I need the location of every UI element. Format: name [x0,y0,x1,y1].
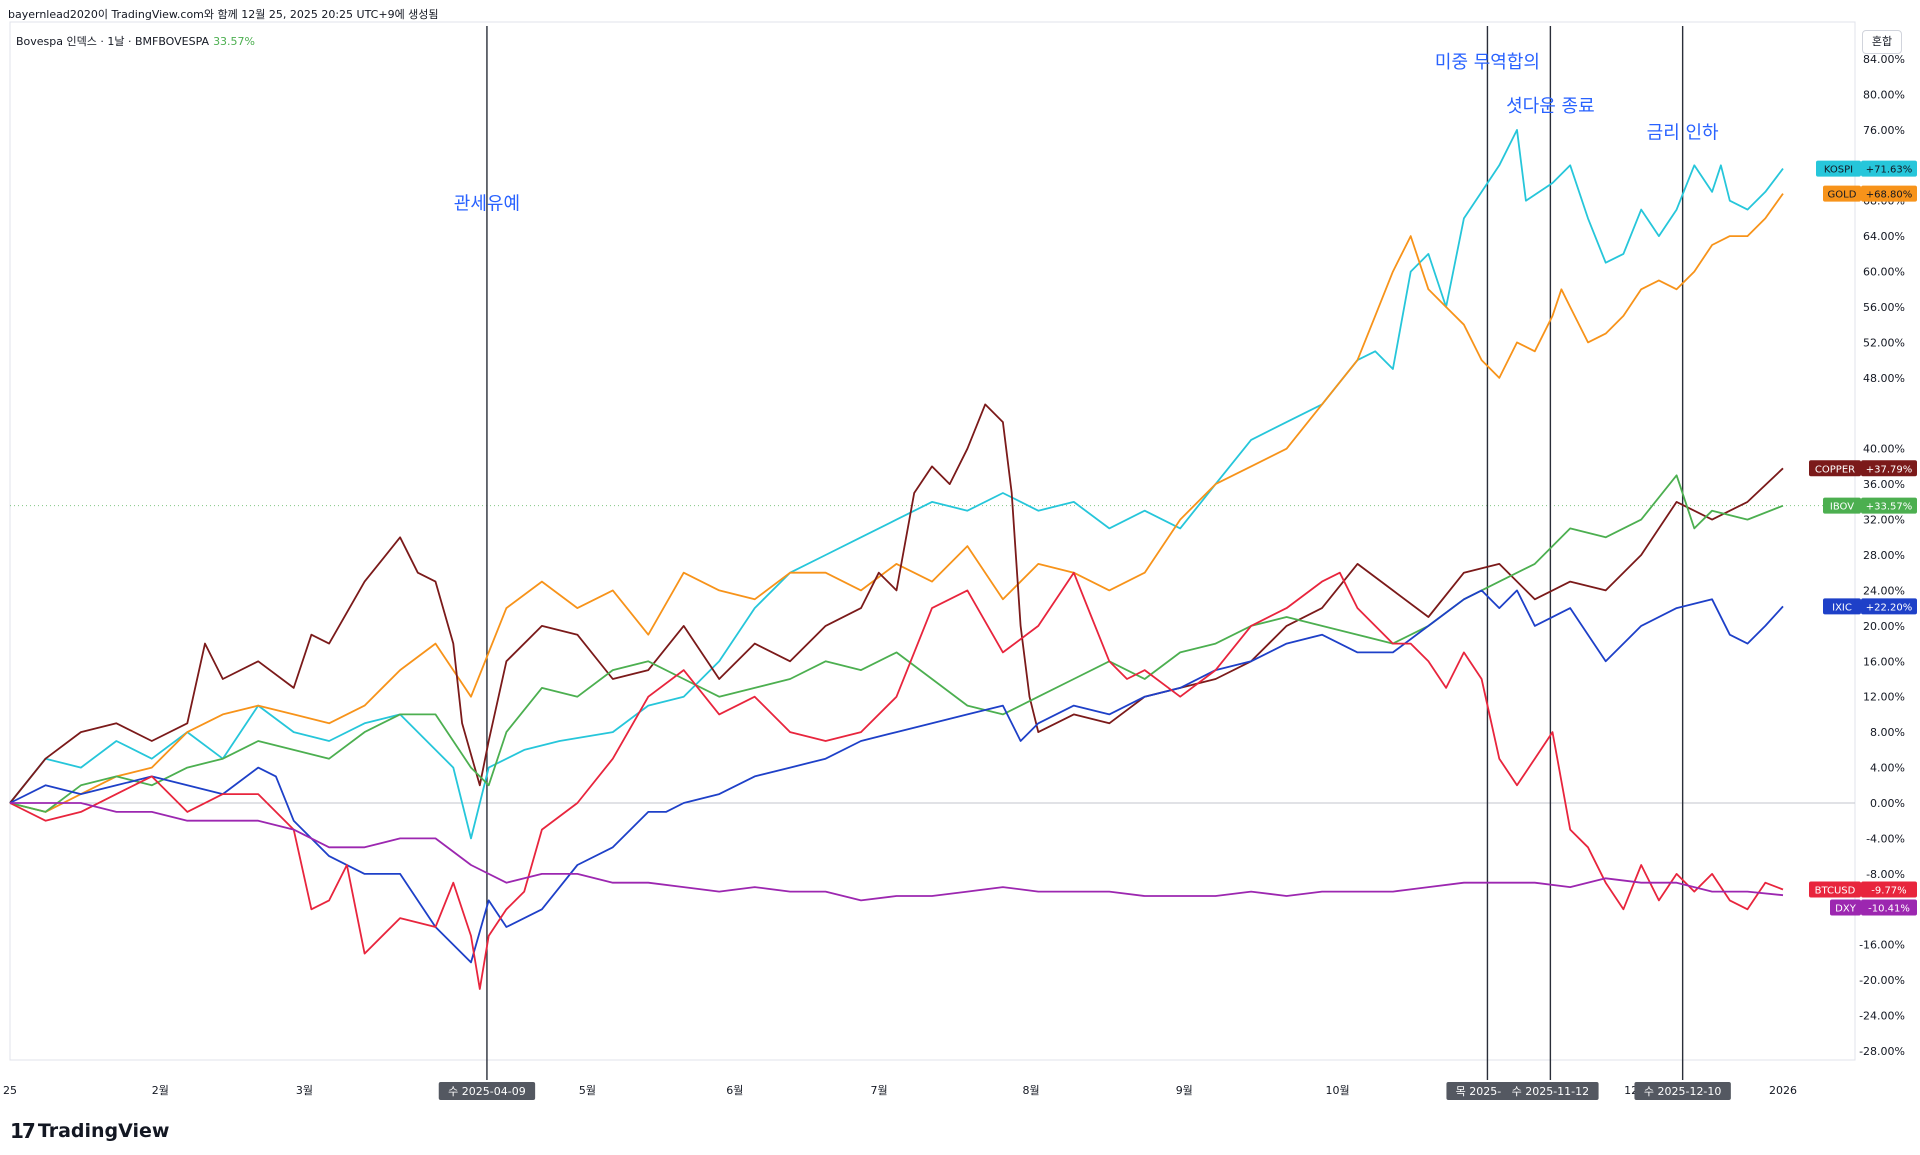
y-tick-label: 40.00% [1863,443,1905,456]
badge-series-value: +33.57% [1866,502,1913,513]
event-date-badge [1634,1082,1731,1100]
y-tick-label: 12.00% [1863,691,1905,704]
event-date-label: 수 2025-11-12 [1512,1085,1590,1098]
badge-series-name: IBOV [1830,502,1854,513]
badge-name-bg [1809,881,1861,898]
x-tick-label: 10월 [1326,1084,1350,1097]
y-tick-label: -24.00% [1859,1010,1905,1023]
badge-series-name: KOSPI [1824,165,1853,176]
y-tick-label: -8.00% [1866,868,1905,881]
scale-mode-button[interactable]: 혼합 [1862,30,1902,54]
plot-frame [9,21,1856,1061]
badge-value-bg [1861,598,1917,615]
y-tick-label: 48.00% [1863,372,1905,385]
y-tick-label: 4.00% [1870,762,1905,775]
badge-series-value: -10.41% [1868,904,1910,915]
series-line-dxy [10,802,1784,902]
x-tick-label: 6월 [726,1084,743,1097]
tradingview-mark-icon: 17 [10,1119,36,1143]
y-tick-label: -28.00% [1859,1045,1905,1058]
y-tick-label: 52.00% [1863,336,1905,349]
badge-series-value: +37.79% [1866,464,1913,475]
badge-series-name: DXY [1835,904,1857,915]
badge-series-name: BTCUSD [1815,886,1856,897]
badge-value-bg [1861,899,1917,916]
badge-value-bg [1861,497,1917,514]
badge-name-bg [1823,598,1861,615]
badge-series-value: +22.20% [1866,602,1913,613]
series-line-copper [9,403,1784,804]
event-date-label: 수 2025-12-10 [1644,1085,1722,1098]
badge-series-name: IXIC [1832,602,1852,613]
y-tick-label: 16.00% [1863,655,1905,668]
x-tick-label: 9월 [1176,1084,1193,1097]
tradingview-wordmark: TradingView [37,1120,170,1142]
y-tick-label: 56.00% [1863,301,1905,314]
x-tick-label: 2026 [1769,1084,1797,1097]
badge-value-bg [1861,185,1917,202]
badge-series-name: COPPER [1815,464,1855,475]
y-tick-label: 80.00% [1863,88,1905,101]
y-tick-label: 36.00% [1863,478,1905,491]
event-date-badge [1502,1082,1599,1100]
event-annotation: 셧다운 종료 [1506,96,1595,117]
chart-attribution: bayernlead2020이 TradingView.com와 함께 12월 … [8,8,439,21]
badge-name-bg [1809,460,1861,477]
event-annotation: 관세유예 [454,194,520,215]
y-tick-label: 84.00% [1863,53,1905,66]
event-annotation: 미중 무역합의 [1435,52,1540,73]
badge-series-value: +71.63% [1866,165,1913,176]
badge-value-bg [1861,460,1917,477]
y-tick-label: 32.00% [1863,514,1905,527]
series-line-ixic [9,589,1784,964]
y-tick-label: 0.00% [1870,797,1905,810]
legend-change: 33.57% [213,35,256,48]
badge-series-value: -9.77% [1871,886,1906,897]
x-tick-label: 2월 [152,1084,169,1097]
x-tick-label: 8월 [1023,1084,1040,1097]
badge-name-bg [1823,185,1861,202]
series-line-kospi [9,129,1784,840]
y-tick-label: 64.00% [1863,230,1905,243]
comparison-chart[interactable]: 84.00%80.00%76.00%68.00%64.00%60.00%56.0… [0,0,1920,1110]
event-date-label: 수 2025-04-09 [448,1085,526,1098]
y-tick-label: 24.00% [1863,584,1905,597]
x-tick-label: 7월 [871,1084,888,1097]
x-tick-label: 5월 [579,1084,596,1097]
badge-name-bg [1823,497,1861,514]
y-tick-label: -20.00% [1859,974,1905,987]
x-tick-label: 25 [3,1084,17,1097]
badge-name-bg [1830,899,1861,916]
y-tick-label: 60.00% [1863,266,1905,279]
event-annotation: 금리 인하 [1647,123,1719,144]
series-line-gold [9,193,1784,813]
badge-series-name: GOLD [1828,190,1857,201]
badge-value-bg [1861,160,1917,177]
y-tick-label: 20.00% [1863,620,1905,633]
badge-value-bg [1861,881,1917,898]
badge-name-bg [1816,160,1861,177]
series-line-ibov [9,474,1784,813]
event-date-badge [438,1082,536,1100]
series-line-btcusd [9,571,1784,990]
legend-label: Bovespa 인덱스 · 1날 · BMFBOVESPA [16,35,210,48]
x-tick-label: 3월 [296,1084,313,1097]
y-tick-label: 8.00% [1870,726,1905,739]
y-tick-label: -16.00% [1859,939,1905,952]
tradingview-logo[interactable]: 17 TradingView [10,1119,169,1143]
main-symbol-legend[interactable]: Bovespa 인덱스 · 1날 · BMFBOVESPA 33.57% [16,33,255,49]
y-tick-label: 28.00% [1863,549,1905,562]
y-tick-label: 76.00% [1863,124,1905,137]
y-tick-label: -4.00% [1866,832,1905,845]
badge-series-value: +68.80% [1866,190,1913,201]
